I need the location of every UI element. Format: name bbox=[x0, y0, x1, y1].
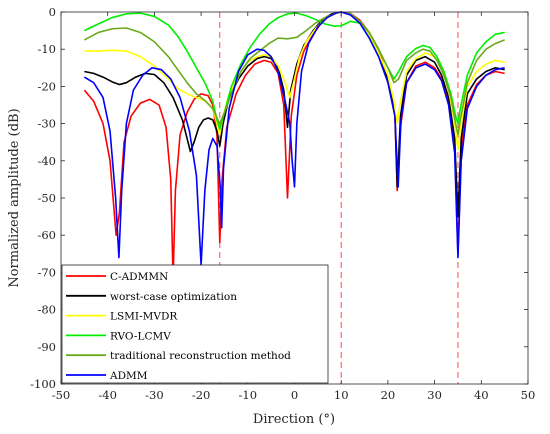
series-line-4 bbox=[84, 12, 505, 130]
legend-box bbox=[61, 264, 329, 384]
x-tick-label-2: -30 bbox=[145, 388, 164, 402]
series-line-1 bbox=[83, 11, 505, 281]
y-tick-label-4: -40 bbox=[37, 154, 56, 168]
legend-label-3: LSMI-MVDR bbox=[110, 311, 178, 323]
legend-label-2: worst-case optimization bbox=[110, 291, 237, 303]
x-tick-label-6: 10 bbox=[334, 388, 349, 402]
series-line-6 bbox=[83, 11, 505, 266]
x-tick-label-4: -10 bbox=[239, 388, 258, 402]
x-tick-label-1: -40 bbox=[98, 388, 117, 402]
x-tick-label-3: -20 bbox=[192, 388, 211, 402]
y-axis-label: Normalized amplitude (dB) bbox=[7, 108, 22, 287]
legend-label-4: RVO-LCMV bbox=[110, 330, 171, 342]
legend-label-5: traditional reconstruction method bbox=[110, 350, 291, 362]
x-axis-ticks: -50 -40 -30 -20 -10 0 10 20 30 40 50 bbox=[52, 12, 536, 402]
x-axis-label: Direction (°) bbox=[253, 412, 335, 427]
y-tick-label-3: -30 bbox=[37, 117, 56, 131]
y-tick-label-0: 0 bbox=[49, 5, 56, 19]
y-tick-label-2: -20 bbox=[37, 79, 56, 93]
y-tick-label-7: -70 bbox=[37, 265, 56, 279]
y-tick-label-1: -10 bbox=[37, 42, 56, 56]
x-tick-label-5: 0 bbox=[291, 388, 298, 402]
y-tick-label-8: -80 bbox=[37, 303, 56, 317]
series-line-5 bbox=[83, 11, 505, 136]
y-tick-label-5: -50 bbox=[37, 191, 56, 205]
legend-label-1: C-ADMMN bbox=[110, 271, 168, 283]
x-tick-label-9: 40 bbox=[474, 388, 489, 402]
y-tick-label-10: -100 bbox=[30, 377, 56, 391]
x-tick-label-10: 50 bbox=[521, 388, 536, 402]
y-tick-label-6: -60 bbox=[37, 228, 56, 242]
x-tick-label-8: 30 bbox=[427, 388, 442, 402]
legend-label-6: ADMM bbox=[109, 370, 148, 382]
x-tick-label-7: 20 bbox=[381, 388, 396, 402]
series-lines bbox=[83, 11, 505, 281]
legend: C-ADMMN worst-case optimization LSMI-MVDR R… bbox=[61, 264, 329, 384]
y-axis-ticks: 0 -10 -20 -30 -40 -50 -60 -70 -80 -90 -100 bbox=[30, 5, 528, 391]
x-tick-label-0: -50 bbox=[52, 388, 71, 402]
y-tick-label-9: -90 bbox=[37, 340, 56, 354]
series-line-2 bbox=[84, 11, 505, 218]
